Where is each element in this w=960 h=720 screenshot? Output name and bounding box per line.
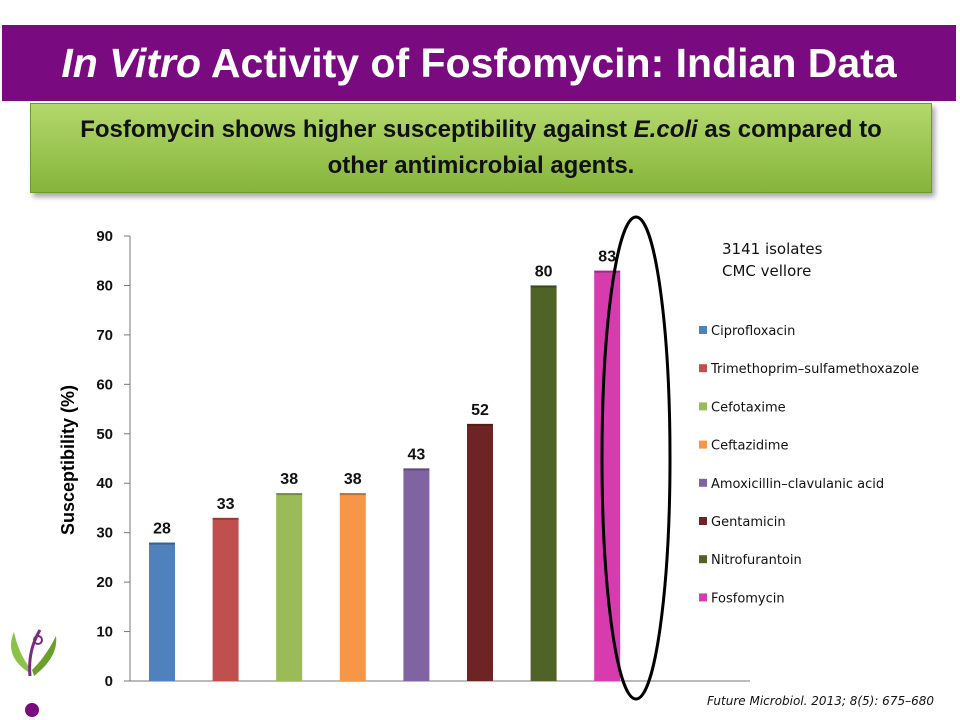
isolates-source: CMC vellore xyxy=(722,262,812,280)
bar-6 xyxy=(467,423,493,681)
data-label-1: 28 xyxy=(153,521,171,538)
legend-entry: Cefotaxime xyxy=(711,400,786,415)
legend-swatch xyxy=(699,326,707,334)
y-tick-label: 0 xyxy=(105,673,113,690)
bar-top-edge xyxy=(149,542,175,545)
subtitle-box: Fosfomycin shows higher susceptibility a… xyxy=(30,103,932,193)
slide-title-rest: Activity of Fosfomycin: Indian Data xyxy=(201,39,897,86)
bar-7 xyxy=(530,285,557,681)
y-tick-label: 60 xyxy=(96,376,113,393)
data-label-8: 83 xyxy=(598,249,616,266)
legend-entry: Ceftazidime xyxy=(711,439,788,454)
isolates-count: 3141 isolates xyxy=(722,240,823,258)
isolates-note: 3141 isolates CMC vellore xyxy=(722,238,822,282)
legend-swatch xyxy=(699,478,707,487)
subtitle-text: Fosfomycin shows higher susceptibility a… xyxy=(51,112,911,184)
data-label-3: 38 xyxy=(280,471,298,488)
y-tick-label: 40 xyxy=(96,475,113,492)
data-label-7: 80 xyxy=(535,263,553,280)
bar-5 xyxy=(403,468,430,681)
logo-icon xyxy=(10,629,57,717)
citation: Future Microbiol. 2013; 8(5): 675–680 xyxy=(707,694,934,708)
data-label-4: 38 xyxy=(344,471,362,488)
y-tick-label: 80 xyxy=(96,277,113,294)
bar-top-edge xyxy=(403,468,430,471)
legend-swatch xyxy=(699,440,707,449)
bar-top-edge xyxy=(276,493,303,496)
subtitle-part2: as compared to other antimicrobial agent… xyxy=(327,116,882,179)
subtitle-part1: Fosfomycin shows higher susceptibility a… xyxy=(80,116,634,143)
y-tick-label: 50 xyxy=(96,426,113,443)
bar-top-edge xyxy=(594,270,621,273)
bar-top-edge xyxy=(339,493,366,496)
subtitle-organism: E.coli xyxy=(633,116,698,143)
y-tick-label: 10 xyxy=(96,624,113,641)
bar-1 xyxy=(149,542,175,681)
y-tick-label: 20 xyxy=(96,574,113,591)
data-label-2: 33 xyxy=(217,496,235,513)
legend-entry: Ciprofloxacin xyxy=(711,324,795,339)
legend-entry: Trimethoprim–sulfamethoxazole xyxy=(710,362,919,377)
title-banner: In Vitro Activity of Fosfomycin: Indian … xyxy=(2,25,956,101)
legend: Ciprofloxacin Trimethoprim–sulfamethoxazo… xyxy=(699,324,919,606)
y-axis-label: Susceptibility (%) xyxy=(58,385,78,535)
bar-3 xyxy=(276,493,303,681)
slide-title-italic: In Vitro xyxy=(61,39,202,86)
data-label-5: 43 xyxy=(408,446,426,463)
bar-2 xyxy=(212,517,239,681)
legend-entry: Gentamicin xyxy=(711,515,786,530)
highlight-ellipse xyxy=(600,215,672,701)
y-tick-label: 30 xyxy=(96,525,113,542)
slide-title: In Vitro Activity of Fosfomycin: Indian … xyxy=(61,40,896,87)
legend-swatch xyxy=(699,364,707,373)
bars xyxy=(149,270,621,681)
legend-swatch xyxy=(699,555,707,564)
legend-swatch xyxy=(699,593,707,602)
bar-4 xyxy=(339,493,366,681)
legend-entry: Amoxicillin–clavulanic acid xyxy=(711,477,884,492)
legend-swatch xyxy=(699,517,707,525)
bar-top-edge xyxy=(212,517,239,520)
data-label-6: 52 xyxy=(471,402,489,419)
data-labels: 28 33 38 38 43 52 80 83 xyxy=(153,249,616,538)
legend-entry: Nitrofurantoin xyxy=(711,553,802,568)
legend-swatch xyxy=(699,402,707,411)
bar-top-edge xyxy=(467,423,493,426)
bar-top-edge xyxy=(530,285,557,288)
y-tick-label: 70 xyxy=(96,327,113,344)
legend-entry: Fosfomycin xyxy=(711,591,785,606)
y-tick-label: 90 xyxy=(96,228,113,245)
